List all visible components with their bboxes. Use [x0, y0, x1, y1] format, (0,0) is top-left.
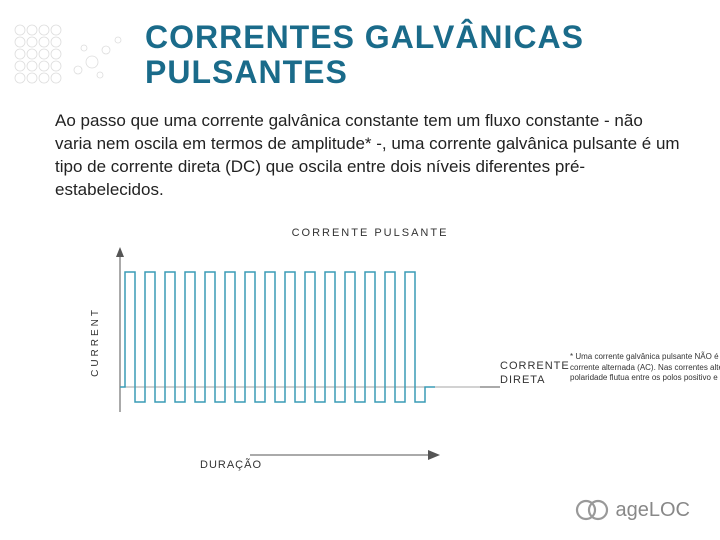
pulsating-current-chart: CORRENTE PULSANTE CURRENT CORRENTE DIRET…	[60, 227, 680, 467]
chart-svg	[100, 247, 500, 417]
chart-footnote: * Uma corrente galvânica pulsante NÃO é …	[570, 352, 720, 383]
decorative-circles-graphic	[10, 20, 130, 90]
page-title: CORRENTES GALVÂNICAS PULSANTES	[145, 20, 690, 90]
brand-rings-icon	[574, 498, 610, 522]
brand-text: ageLOC	[616, 499, 691, 522]
brand-logo: ageLOC	[574, 498, 691, 522]
dc-label: CORRENTE DIRETA	[500, 359, 570, 388]
y-axis-label: CURRENT	[90, 307, 101, 377]
chart-title: CORRENTE PULSANTE	[60, 227, 680, 239]
body-paragraph: Ao passo que uma corrente galvânica cons…	[0, 100, 720, 217]
